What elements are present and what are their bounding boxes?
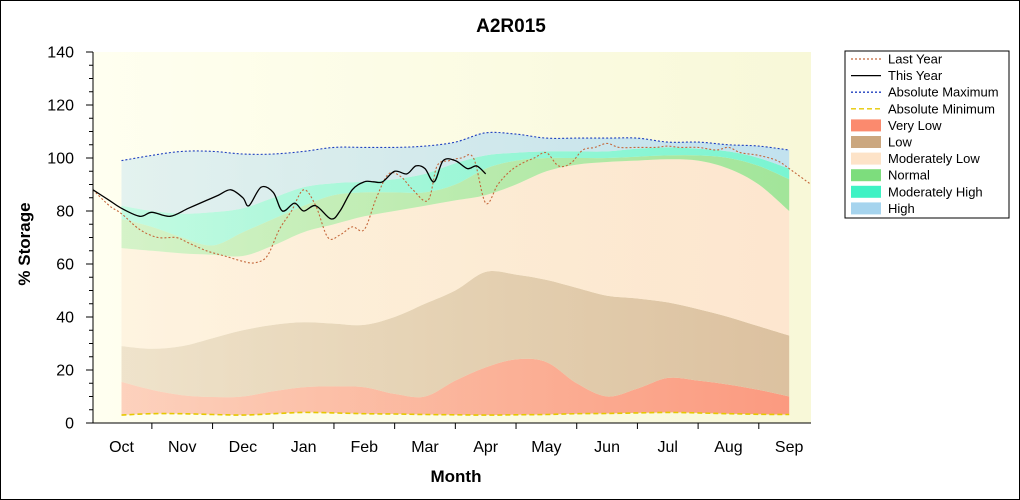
y-axis-title: % Storage [15,202,34,285]
x-tick-label: Nov [168,439,196,456]
band-very-low [121,358,790,416]
x-tick-label: Dec [229,439,257,456]
legend-label: Very Low [888,118,942,133]
legend-label: This Year [888,68,943,83]
y-tick-label: 60 [56,257,74,274]
y-tick-label: 40 [56,310,74,327]
legend-label: Absolute Maximum [888,85,999,100]
legend-label: Last Year [888,52,943,67]
x-tick-label: Mar [411,439,439,456]
y-tick-label: 80 [56,204,74,221]
x-tick-label: Jun [594,439,620,456]
y-tick-label: 120 [47,98,74,115]
series-line-absolute-minimum [121,411,790,416]
legend-label: Moderately High [888,184,983,199]
series-line-last-year [92,142,812,264]
x-tick-label: Sep [775,439,804,456]
legend-label: Absolute Minimum [888,101,995,116]
x-tick-label: Oct [109,439,134,456]
x-tick-label: Feb [351,439,379,456]
y-tick-label: 0 [65,416,74,433]
bands-layer [121,132,790,416]
legend-swatch-low [851,136,881,148]
legend-swatch-moderately-high [851,185,881,198]
x-tick-label: Aug [714,439,742,456]
band-moderately-low [121,159,790,349]
legend-label: Low [888,135,912,150]
x-tick-label: Apr [473,439,499,456]
x-tick-label: Jul [658,439,678,456]
x-tick-label: May [531,439,561,456]
legend-swatch-very-low [851,119,881,132]
series-line-this-year [92,158,487,220]
legend-label: Moderately Low [888,151,980,166]
legend-swatch-moderately-low [851,152,881,165]
series-line-absolute-maximum [121,131,790,162]
y-tick-label: 140 [47,45,74,62]
chart-title: A2R015 [476,16,546,37]
legend-label: Normal [888,168,930,183]
legend-swatch-normal [851,169,881,182]
band-moderately-high [121,147,790,246]
band-normal [121,155,790,257]
y-tick-label: 100 [47,151,74,168]
band-low [121,271,790,398]
x-tick-label: Jan [291,439,317,456]
legend-label: High [888,201,915,216]
band-high [121,132,790,214]
legend-swatch-high [851,202,881,215]
y-tick-label: 20 [56,363,74,380]
x-axis-title: Month [431,467,482,486]
axes-layer: 0 20 40 60 80 100 120 140 Oct Nov Dec Jan Feb Mar Apr M… [47,45,811,456]
series-layer [92,131,812,416]
